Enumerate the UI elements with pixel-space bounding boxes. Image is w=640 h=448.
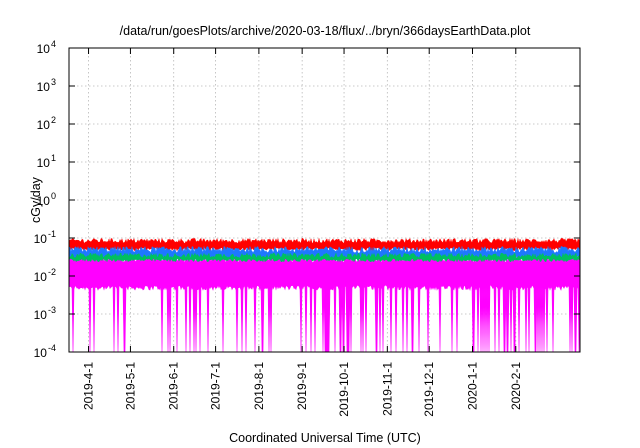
series-layer <box>68 237 581 353</box>
y-tick-label: 101 <box>37 153 56 170</box>
x-tick-label: 2019-8-1 <box>252 362 266 410</box>
y-tick-label: 10-2 <box>34 267 56 284</box>
x-axis-label: Coordinated Universal Time (UTC) <box>229 431 421 445</box>
y-tick-label: 10-4 <box>34 343 56 360</box>
y-tick-label-exponent: -4 <box>48 343 56 353</box>
y-tick-label: 10-1 <box>34 229 56 246</box>
y-tick-label: 103 <box>37 77 56 94</box>
x-tick-label: 2019-10-1 <box>337 362 351 417</box>
y-tick-label-exponent: 4 <box>51 39 56 49</box>
x-tick-label: 2019-7-1 <box>209 362 223 410</box>
x-tick-label: 2019-9-1 <box>295 362 309 410</box>
y-tick-label-exponent: -3 <box>48 305 56 315</box>
x-tick-label: 2019-5-1 <box>123 362 137 410</box>
y-tick-label-exponent: 1 <box>51 153 56 163</box>
y-axis-label: cGy/day <box>29 176 43 223</box>
x-tick-label: 2019-12-1 <box>422 362 436 417</box>
y-tick-label-exponent: 2 <box>51 115 56 125</box>
y-tick-label: 10-3 <box>34 305 56 322</box>
chart-title: /data/run/goesPlots/archive/2020-03-18/f… <box>120 24 531 38</box>
series-magenta <box>68 253 581 353</box>
y-tick-label: 104 <box>37 39 56 56</box>
x-tick-label: 2020-2-1 <box>509 362 523 410</box>
y-tick-label-exponent: -1 <box>48 229 56 239</box>
x-axis: 2019-4-1 2019-5-1 2019-6-1 2019-7-1 2019-8-1… <box>82 48 523 417</box>
y-tick-label-exponent: 3 <box>51 77 56 87</box>
x-tick-label: 2019-6-1 <box>167 362 181 410</box>
y-tick-label-exponent: 0 <box>51 191 56 201</box>
x-tick-label: 2019-4-1 <box>82 362 96 410</box>
y-tick-label: 102 <box>37 115 56 132</box>
x-tick-label: 2019-11-1 <box>380 362 394 416</box>
y-tick-label-exponent: -2 <box>48 267 56 277</box>
x-tick-label: 2020-1-1 <box>465 362 479 410</box>
